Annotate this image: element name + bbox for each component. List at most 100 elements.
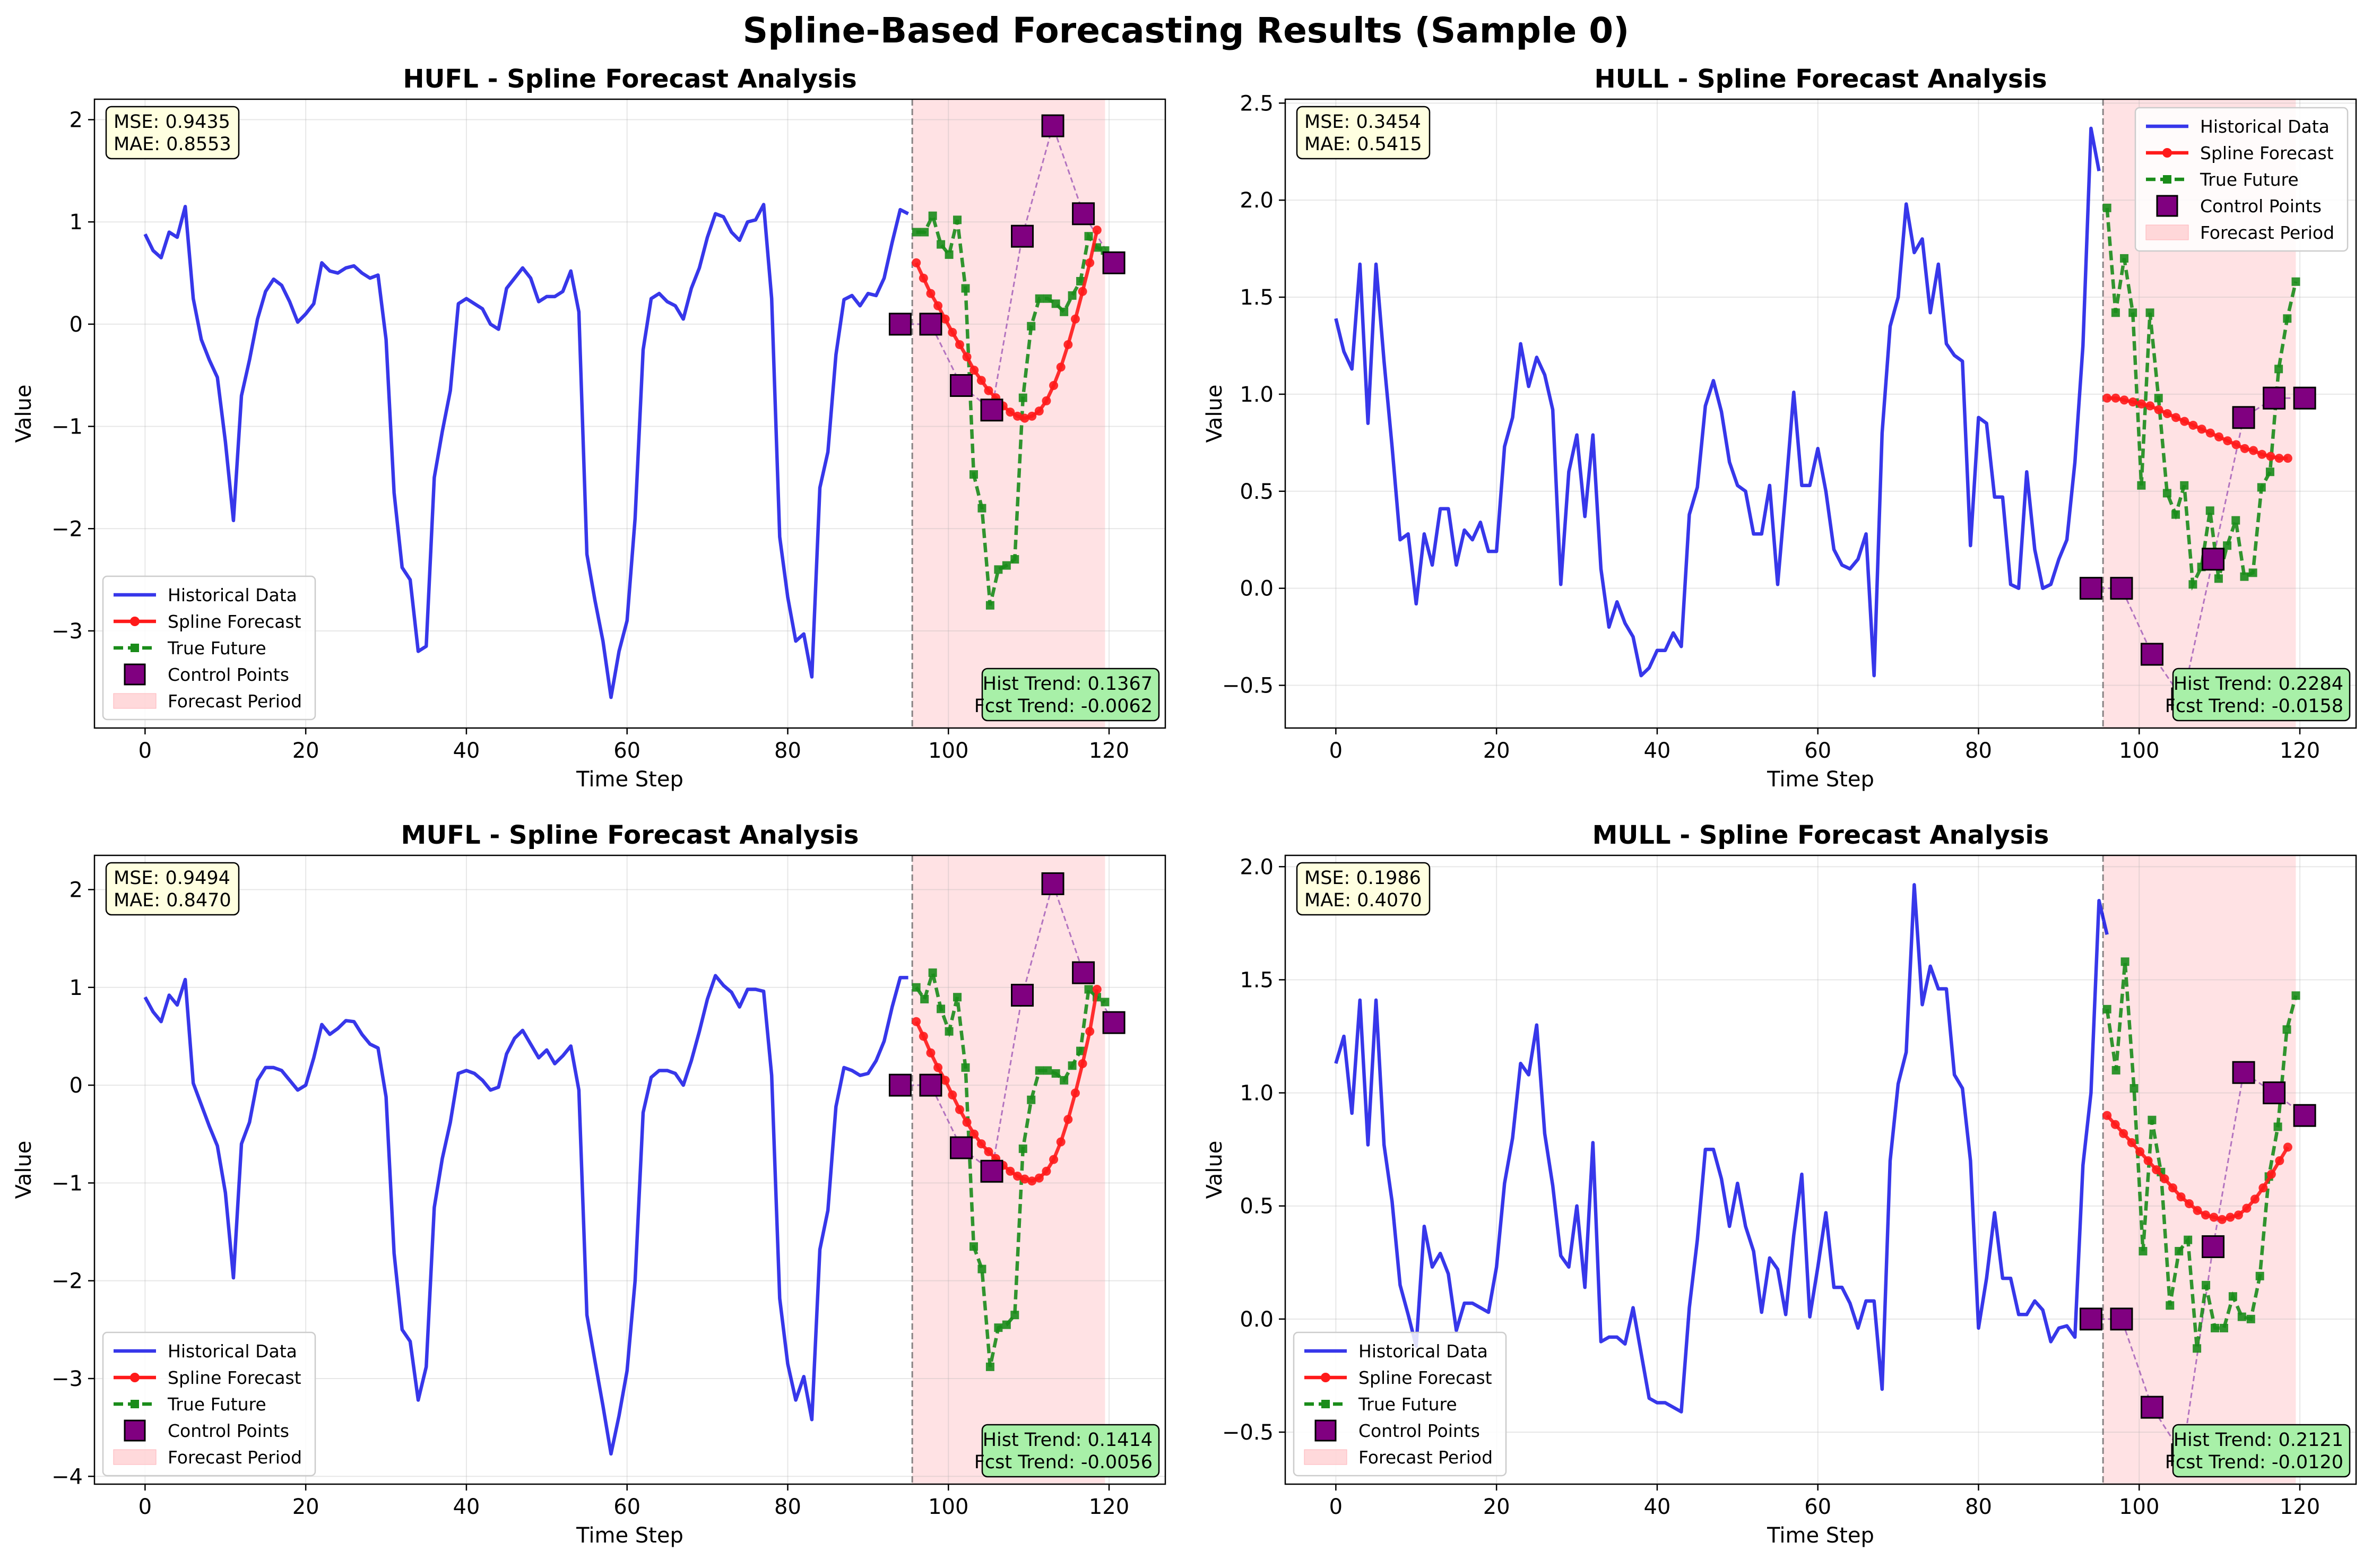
legend-label: Forecast Period [2200, 222, 2334, 243]
metric-text: MAE: 0.4070 [1304, 890, 1422, 911]
true-future-point [2265, 467, 2274, 477]
x-tick-label: 0 [1329, 1495, 1343, 1519]
legend-forecast-marker [130, 1373, 140, 1382]
spline-forecast-point [1049, 1155, 1059, 1164]
control-point [2110, 1307, 2133, 1331]
spline-forecast-point [2248, 446, 2258, 455]
true-future-point [2255, 1271, 2264, 1280]
spline-forecast-point [1063, 1115, 1073, 1124]
true-future-point [2180, 481, 2189, 490]
spline-forecast-point [1012, 1171, 1022, 1181]
y-tick-label: 1.0 [1240, 383, 1274, 407]
control-point [2293, 386, 2316, 410]
control-point [2079, 577, 2102, 600]
legend-forecast-marker [2162, 148, 2172, 158]
legend-label: Historical Data [1358, 1341, 1488, 1362]
legend-true-future-marker [1321, 1400, 1330, 1408]
y-tick-label: 0 [70, 313, 83, 337]
true-future-point [2102, 203, 2111, 212]
true-future-point [937, 1004, 946, 1013]
spline-forecast-point [2258, 1183, 2268, 1193]
true-future-point [920, 228, 929, 237]
metrics-box-bg [105, 862, 240, 916]
true-future-series [2105, 961, 2298, 1349]
x-axis-label: Time Step [576, 1523, 683, 1548]
spline-forecast-point [2143, 1156, 2153, 1165]
true-future-point [2228, 1292, 2237, 1301]
spline-forecast-point [2275, 1156, 2284, 1165]
spline-forecast-point [1085, 1027, 1095, 1036]
spline-forecast-point [1078, 1059, 1087, 1069]
y-tick-label: −0.5 [1222, 1420, 1274, 1445]
spline-forecast-point [2201, 1210, 2210, 1220]
x-tick-label: 20 [292, 1495, 319, 1519]
spline-forecast-point [2226, 1212, 2235, 1222]
true-future-point [1027, 322, 1036, 331]
true-future-point [2102, 1004, 2111, 1013]
control-point [1041, 872, 1064, 895]
legend-forecast-period-patch [113, 693, 157, 709]
spline-forecast-point [948, 327, 957, 337]
y-tick-label: −4 [51, 1465, 83, 1489]
control-point [2140, 1396, 2163, 1419]
true-future-point [2166, 1301, 2175, 1310]
subplot-4: 0 20 40 60 80 100 120 −0.5 0.0 0.5 1.0 1.5 2.0 MULL -… [1202, 820, 2357, 1548]
true-future-point [2210, 1323, 2219, 1332]
spline-forecast-point [1006, 1166, 1015, 1176]
true-future-point [994, 1323, 1003, 1332]
spline-forecast-point [2209, 1212, 2219, 1222]
true-future-point [2231, 516, 2240, 525]
true-future-point [2240, 572, 2249, 581]
control-point [1011, 224, 1034, 248]
true-future-point [945, 250, 954, 259]
forecast-period-band [2103, 855, 2296, 1484]
true-future-point [1076, 1046, 1085, 1055]
true-future-point [961, 1063, 970, 1072]
trend-text: Hist Trend: 0.2121 [2174, 1430, 2343, 1451]
spline-forecast-point [940, 314, 950, 324]
true-future-point [985, 1362, 994, 1371]
subplot-title: MUFL - Spline Forecast Analysis [401, 820, 859, 850]
true-future-point [1035, 294, 1044, 303]
spline-forecast-point [2176, 1192, 2186, 1202]
true-future-point [1084, 985, 1093, 994]
spline-forecast-point [976, 376, 986, 385]
legend-label: Control Points [168, 1420, 289, 1441]
axes-frame [93, 854, 1166, 1485]
true-future-point [2145, 308, 2154, 317]
legend-frame [102, 575, 316, 721]
spline-forecast-point [919, 273, 928, 283]
control-polygon [900, 881, 1115, 1173]
spline-forecast-point [1027, 1176, 1037, 1186]
y-axis-label: Value [1202, 1141, 1227, 1199]
true-future-point [912, 228, 921, 237]
legend-forecast-period-patch [1304, 1449, 1347, 1465]
legend-label: Spline Forecast [2200, 143, 2334, 163]
true-future-point [1018, 393, 1027, 402]
spline-forecast-point [2128, 397, 2137, 407]
trend-text: Hist Trend: 0.2284 [2174, 673, 2343, 695]
spline-forecast-point [1078, 287, 1087, 296]
true-future-point [2154, 394, 2163, 403]
true-future-point [2162, 489, 2171, 498]
spline-forecast-point [940, 1076, 950, 1085]
x-tick-label: 60 [613, 1495, 640, 1519]
x-tick-label: 0 [138, 739, 152, 763]
legend-true-future-marker [131, 644, 139, 652]
x-tick-label: 120 [2280, 1495, 2320, 1519]
true-future-point [2274, 365, 2283, 374]
true-future-point [1043, 294, 1052, 303]
spline-forecast-point [1070, 314, 1080, 324]
spline-forecast-point [933, 301, 943, 310]
control-point [2232, 406, 2255, 429]
true-future-point [2139, 1246, 2148, 1255]
spline-forecast-point [919, 1032, 928, 1041]
legend: Historical Data Spline Forecast True Futur… [2134, 107, 2349, 252]
control-point [2293, 1104, 2316, 1127]
historical-series [143, 203, 910, 699]
control-point [2079, 1307, 2102, 1331]
spline-forecast-point [1034, 1173, 1044, 1183]
